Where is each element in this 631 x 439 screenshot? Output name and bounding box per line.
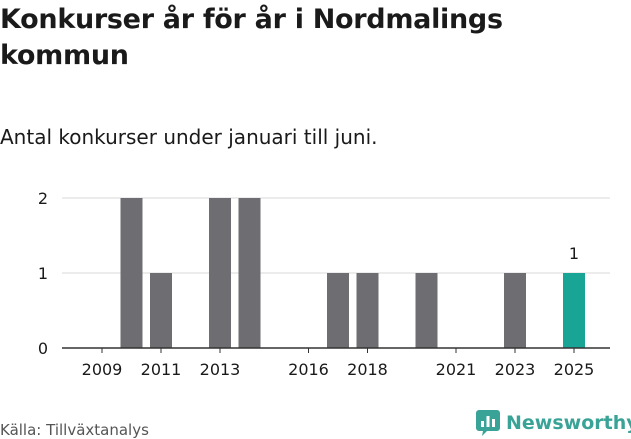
bar-2025 xyxy=(563,273,585,348)
x-tick-label-2016: 2016 xyxy=(288,360,329,379)
y-tick-label-0: 0 xyxy=(38,339,48,358)
y-tick-label-1: 1 xyxy=(38,264,48,283)
x-tick-label-2021: 2021 xyxy=(436,360,477,379)
bar-2023 xyxy=(504,273,526,348)
bar-chart: 0 1 2 2009 2011 2013 2016 2018 2021 2023 2025 1 xyxy=(38,189,610,379)
bar-2017 xyxy=(327,273,349,348)
bar-2018 xyxy=(356,273,379,348)
gridlines xyxy=(62,197,610,274)
x-tick-label-2009: 2009 xyxy=(82,360,123,379)
x-axis xyxy=(62,347,610,353)
source-note: Källa: Tillväxtanalys xyxy=(0,421,149,439)
bar-2014 xyxy=(238,198,261,348)
labels: 0 1 2 2009 2011 2013 2016 2018 2021 2023 2025 1 xyxy=(38,189,595,379)
brand-name: Newsworthy xyxy=(506,412,631,434)
bar-2020 xyxy=(415,273,438,348)
data-label-2025: 1 xyxy=(569,244,579,263)
x-tick-label-2023: 2023 xyxy=(495,360,536,379)
newsworthy-logo: Newsworthy xyxy=(476,408,631,438)
x-tick-label-2013: 2013 xyxy=(200,360,241,379)
y-tick-label-2: 2 xyxy=(38,189,48,208)
bar-2013 xyxy=(209,198,231,348)
bar-2010 xyxy=(120,198,143,348)
chart-title: Konkurser år för år i Nordmalings kommun xyxy=(0,4,503,71)
bars xyxy=(120,198,585,348)
chart-bubble-icon xyxy=(476,410,500,436)
bar-2011 xyxy=(150,273,172,348)
x-tick-label-2018: 2018 xyxy=(347,360,388,379)
x-tick-label-2011: 2011 xyxy=(141,360,182,379)
x-tick-label-2025: 2025 xyxy=(554,360,595,379)
chart-subtitle: Antal konkurser under januari till juni. xyxy=(0,125,378,149)
